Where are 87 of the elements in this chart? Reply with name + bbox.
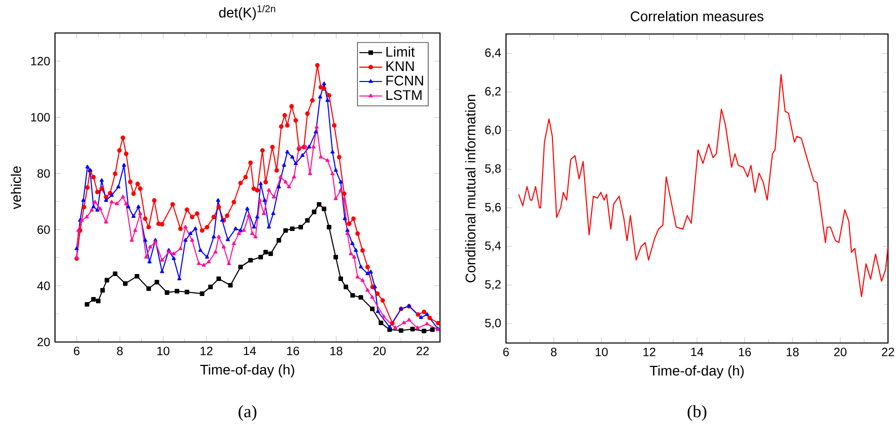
point — [326, 224, 332, 230]
y-tick-label: 40 — [37, 282, 50, 290]
y-tick-label: 60 — [38, 225, 50, 234]
point — [422, 328, 426, 334]
y-tick-label: 20 — [38, 338, 50, 346]
point — [276, 238, 282, 243]
y-tick-label: 5,4 — [485, 242, 501, 252]
x-tick-label: 6 — [503, 348, 509, 356]
x-tick-label: 22 — [882, 348, 894, 356]
x-tick-label: 16 — [739, 348, 751, 356]
text: (a) — [238, 405, 256, 421]
point — [322, 206, 326, 212]
point — [134, 274, 140, 279]
point — [312, 210, 316, 214]
point — [263, 250, 268, 254]
point — [208, 284, 213, 290]
y-tick-label: 5,8 — [485, 164, 501, 174]
y-tick-label: 6,2 — [485, 86, 501, 97]
x-tick-label: 12 — [200, 346, 212, 356]
point — [378, 320, 384, 326]
point — [146, 286, 151, 291]
x-tick-label: 22 — [416, 346, 429, 356]
point — [350, 293, 355, 298]
x-tick-label: 20 — [834, 348, 846, 356]
chart-title: Correlation measures — [630, 11, 764, 22]
y-axis-title: Conditional mutual information — [465, 94, 476, 282]
y-tick-label: 100 — [31, 113, 50, 122]
point — [123, 281, 128, 286]
point — [298, 224, 303, 230]
point — [112, 271, 118, 276]
x-axis-title: Time-of-day (h) — [200, 364, 294, 378]
point — [283, 228, 288, 233]
point — [258, 254, 263, 260]
point — [228, 282, 233, 288]
point — [91, 297, 96, 302]
point — [290, 226, 295, 232]
point — [84, 302, 90, 307]
point — [154, 280, 160, 284]
line-series — [518, 74, 888, 298]
point — [164, 290, 170, 295]
point — [338, 276, 343, 282]
y-tick-label: 120 — [31, 56, 50, 66]
point — [248, 258, 253, 263]
x-axis-title: Time-of-day (h) — [650, 365, 744, 378]
y-tick-label: 80 — [37, 169, 50, 178]
point — [174, 288, 180, 294]
y-tick-label: 5,6 — [485, 202, 501, 213]
x-tick-label: 16 — [287, 346, 300, 356]
point — [104, 278, 110, 282]
point — [96, 298, 101, 304]
x-tick-label: 18 — [330, 346, 342, 356]
x-tick-label: 14 — [691, 348, 704, 356]
x-tick-label: 8 — [117, 346, 123, 356]
x-tick-label: 10 — [157, 346, 170, 356]
point — [238, 264, 243, 270]
legend-label: Limit — [386, 46, 415, 57]
point — [344, 284, 348, 290]
point — [216, 276, 222, 282]
x-tick-label: 14 — [244, 346, 256, 355]
legend-label: FCNN — [386, 76, 424, 86]
point — [358, 295, 364, 300]
text: (b) — [688, 405, 706, 421]
legend-label: KNN — [386, 61, 414, 71]
point — [305, 218, 310, 223]
x-tick-label: 12 — [644, 348, 656, 356]
point — [268, 252, 273, 256]
x-tick-label: 20 — [373, 346, 386, 356]
x-tick-label: 6 — [74, 346, 80, 356]
point — [184, 290, 190, 294]
x-tick-label: 18 — [786, 348, 799, 356]
y-tick-label: 6,0 — [485, 126, 501, 136]
y-tick-label: 5,0 — [485, 318, 501, 329]
y-tick-label: 5,2 — [485, 280, 501, 290]
y-axis-title: vehicle — [10, 166, 22, 210]
x-tick-label: 10 — [596, 348, 608, 356]
point — [430, 327, 435, 332]
y-tick-label: 6,4 — [485, 48, 501, 58]
point — [316, 202, 322, 207]
point — [333, 254, 338, 260]
chart-title: det(K)$^{1/2n}$ — [219, 4, 276, 20]
point — [398, 328, 404, 333]
point — [100, 288, 105, 293]
x-tick-label: 8 — [550, 348, 557, 356]
legend-label: LSTM — [386, 90, 422, 100]
point — [200, 291, 204, 296]
point — [370, 306, 375, 312]
point — [410, 326, 415, 332]
